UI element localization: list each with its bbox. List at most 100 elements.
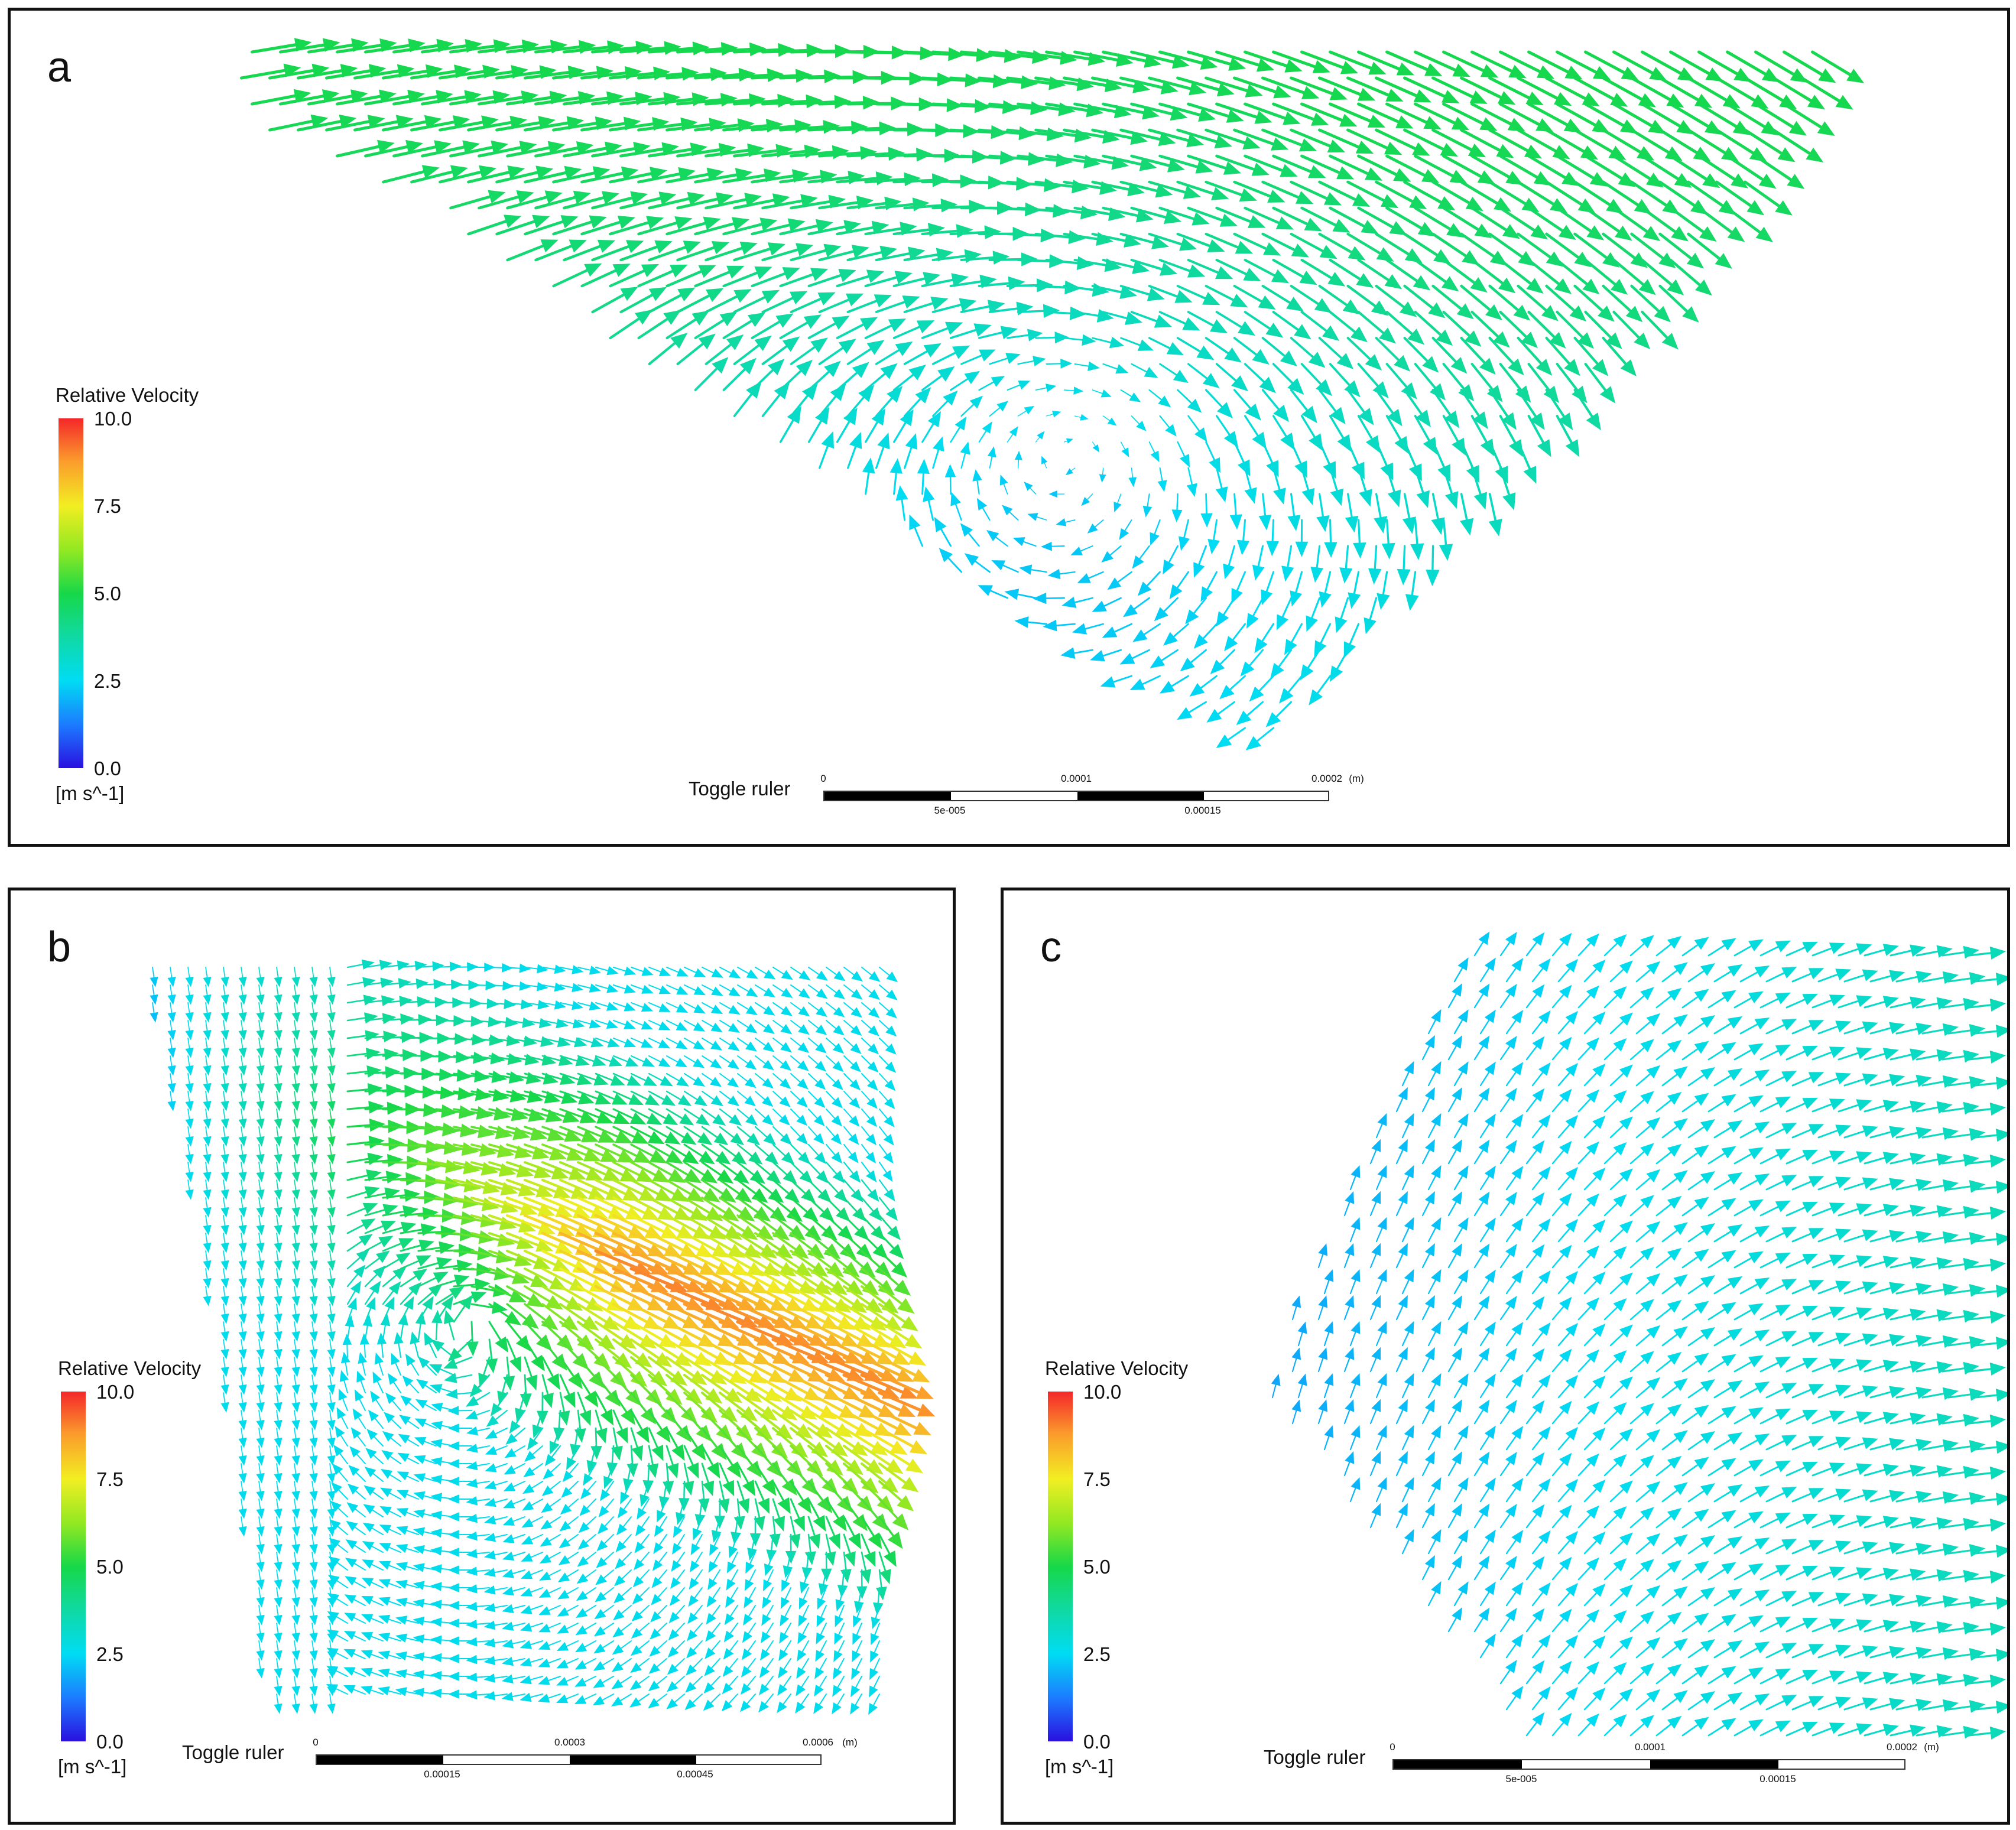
velocity-vector (520, 1657, 543, 1667)
length-ruler[interactable]: Toggle ruler 0 0.0003 0.0006 (m) 0.00015… (182, 1737, 891, 1790)
velocity-vector (1375, 1217, 1387, 1243)
velocity-vector (861, 1161, 877, 1182)
velocity-vector (395, 1562, 419, 1571)
velocity-vector (1499, 50, 1555, 79)
velocity-vector (385, 1392, 401, 1411)
velocity-vector (1612, 310, 1651, 350)
velocity-vector (395, 1598, 419, 1607)
velocity-vector (256, 1357, 265, 1377)
velocity-vector (382, 1031, 416, 1044)
toggle-ruler-button[interactable]: Toggle ruler (182, 1741, 284, 1763)
velocity-vector (1329, 649, 1349, 682)
velocity-vector (520, 1605, 543, 1614)
legend-title: Relative Velocity (58, 1357, 202, 1379)
velocity-vector (736, 1409, 773, 1441)
velocity-vector (1838, 1463, 1872, 1477)
velocity-vector (559, 1072, 592, 1085)
velocity-vector (309, 1357, 318, 1377)
velocity-vector (976, 498, 991, 521)
velocity-vector (1687, 1587, 1715, 1607)
velocity-vector (1890, 944, 1926, 957)
velocity-vector (344, 1613, 366, 1624)
velocity-vector (220, 1250, 229, 1271)
velocity-vector (1713, 1484, 1743, 1503)
velocity-vector (1759, 1356, 1791, 1373)
panel-b: b Relative Velocity 10.0 7.5 5.0 2.5 0.0… (8, 888, 956, 1825)
legend-unit: [m s^-1] (56, 782, 125, 804)
velocity-vector (595, 1037, 620, 1048)
velocity-vector (534, 190, 591, 210)
velocity-vector (1375, 1269, 1387, 1295)
length-ruler[interactable]: Toggle ruler 0 0.0001 0.0002 (m) 5e-005 … (1264, 1741, 1973, 1795)
velocity-vector (447, 1338, 473, 1362)
velocity-vector (1531, 1322, 1551, 1347)
velocity-vector (400, 1239, 434, 1252)
velocity-vector (1240, 649, 1264, 677)
velocity-vector (665, 216, 721, 236)
velocity-vector (483, 1603, 508, 1613)
velocity-vector (1403, 76, 1460, 103)
velocity-vector (1707, 1146, 1736, 1165)
velocity-vector (741, 1658, 756, 1678)
velocity-vector (818, 431, 834, 469)
velocity-vector (903, 387, 931, 417)
velocity-vector (1655, 1663, 1682, 1685)
velocity-vector (309, 1499, 318, 1519)
velocity-vector (1942, 1049, 1979, 1063)
velocity-vector (1499, 1400, 1517, 1425)
velocity-vector (1921, 1231, 1959, 1244)
toggle-ruler-button[interactable]: Toggle ruler (1264, 1746, 1366, 1768)
velocity-vector (878, 1551, 891, 1585)
velocity-vector (395, 1651, 419, 1661)
velocity-vector (1403, 180, 1456, 210)
velocity-vector (694, 265, 745, 288)
velocity-vector (1102, 363, 1129, 374)
velocity-vector (1027, 513, 1047, 521)
velocity-vector (1525, 1660, 1545, 1685)
velocity-vector (814, 1676, 827, 1697)
velocity-vector (719, 984, 741, 997)
velocity-vector (576, 1267, 628, 1293)
velocity-vector (1733, 1511, 1764, 1529)
velocity-vector (630, 1072, 657, 1086)
velocity-vector (1681, 937, 1709, 957)
velocity-vector (1602, 336, 1637, 376)
velocity-vector (327, 1410, 336, 1431)
velocity-vector (339, 1370, 349, 1393)
velocity-vector (1070, 545, 1093, 555)
velocity-vector (274, 1428, 283, 1448)
toggle-ruler-button[interactable]: Toggle ruler (689, 778, 791, 799)
velocity-vector (700, 1356, 747, 1384)
velocity-vector (772, 1179, 800, 1203)
velocity-vector (238, 1126, 247, 1147)
velocity-vector (1733, 1043, 1764, 1061)
velocity-vector (577, 1534, 596, 1550)
velocity-vector (523, 1178, 572, 1198)
velocity-vector (1661, 1638, 1688, 1659)
velocity-vector (1869, 970, 1905, 983)
velocity-vector (1765, 1383, 1797, 1399)
velocity-vector (524, 215, 579, 236)
velocity-vector (772, 1197, 803, 1222)
velocity-vector (878, 1214, 901, 1240)
velocity-vector (1431, 336, 1468, 374)
velocity-vector (256, 1179, 265, 1200)
velocity-vector (807, 1285, 852, 1313)
velocity-vector (889, 458, 903, 495)
velocity-vector (505, 1214, 556, 1235)
velocity-vector (1414, 310, 1453, 346)
velocity-vector (843, 1516, 861, 1549)
velocity-vector (524, 1445, 543, 1462)
velocity-vector (1921, 971, 1959, 984)
velocity-vector (185, 1126, 194, 1147)
velocity-vector (220, 984, 229, 1005)
velocity-vector (1131, 363, 1158, 378)
velocity-vector (361, 1632, 384, 1642)
length-ruler[interactable]: Toggle ruler 0 0.0001 0.0002 (m) 5e-005 … (689, 773, 1398, 826)
velocity-vector (396, 1508, 419, 1517)
velocity-vector (684, 984, 706, 996)
velocity-vector (1244, 311, 1284, 338)
velocity-vector (256, 1410, 265, 1431)
velocity-vector (653, 1534, 667, 1554)
velocity-vector (743, 1605, 756, 1626)
